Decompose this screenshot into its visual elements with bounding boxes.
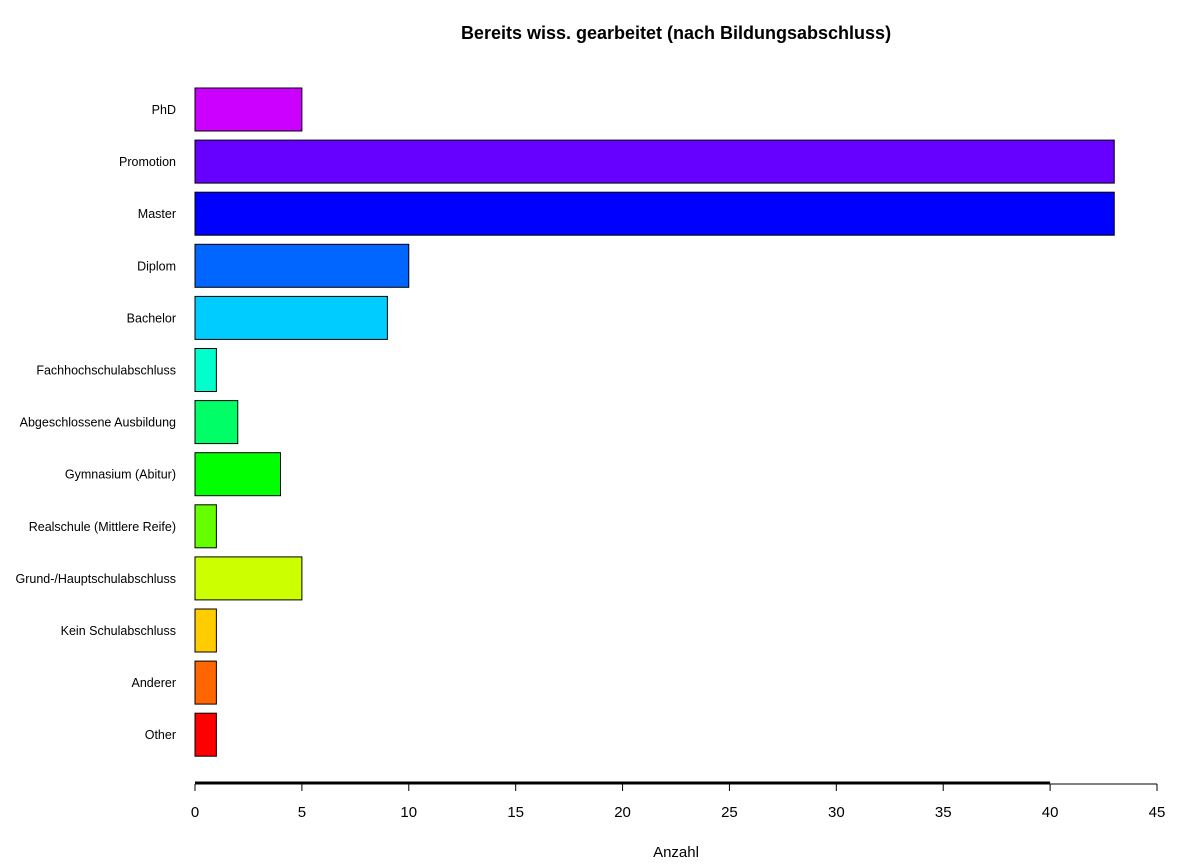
category-label-abgeschlossene-ausbildung: Abgeschlossene Ausbildung (20, 416, 176, 430)
category-label-grund-hauptschulabschluss: Grund-/Hauptschulabschluss (16, 572, 177, 586)
category-label-kein-schulabschluss: Kein Schulabschluss (61, 624, 176, 638)
category-label-fachhochschulabschluss: Fachhochschulabschluss (36, 364, 176, 378)
bar-gymnasium-abitur (194, 452, 282, 497)
category-label-anderer: Anderer (132, 676, 176, 690)
bar-other (194, 712, 217, 757)
category-label-other: Other (145, 728, 176, 742)
category-label-bachelor: Bachelor (127, 311, 176, 325)
category-label-realschule-mittlere-reife: Realschule (Mittlere Reife) (29, 520, 176, 534)
bar-phd (194, 87, 303, 132)
bar-master (194, 191, 1115, 236)
category-label-promotion: Promotion (119, 155, 176, 169)
bar-fachhochschulabschluss (194, 348, 217, 392)
category-label-master: Master (138, 207, 176, 221)
x-tick-label-40: 40 (1042, 804, 1059, 821)
x-axis-title: Anzahl (653, 844, 699, 861)
x-tick-label-0: 0 (191, 804, 199, 821)
category-labels: PhD Promotion Master Diplom Bachelor Fachhoch… (16, 103, 177, 742)
x-tick-label-35: 35 (935, 804, 952, 821)
x-tick-label-10: 10 (400, 804, 417, 821)
bar-anderer (194, 660, 217, 705)
category-label-phd: PhD (152, 103, 176, 117)
category-label-gymnasium-abitur: Gymnasium (Abitur) (65, 468, 176, 482)
x-tick-label-25: 25 (721, 804, 738, 821)
bars-group (194, 87, 1115, 757)
x-tick-label-30: 30 (828, 804, 845, 821)
bar-diplom (194, 243, 410, 288)
x-tick-label-15: 15 (507, 804, 524, 821)
x-axis: 0 5 10 15 20 25 30 35 40 45 (191, 781, 1166, 821)
bar-bachelor (194, 295, 388, 340)
bar-grund-hauptschulabschluss (194, 556, 303, 601)
bar-abgeschlossene-ausbildung (194, 400, 239, 445)
chart-title: Bereits wiss. gearbeitet (nach Bildungsa… (461, 23, 891, 43)
bar-realschule-mittlere-reife (194, 504, 217, 549)
x-tick-label-20: 20 (614, 804, 631, 821)
x-tick-label-45: 45 (1149, 804, 1166, 821)
bar-promotion (194, 139, 1115, 184)
bar-kein-schulabschluss (194, 608, 217, 653)
category-label-diplom: Diplom (137, 259, 176, 273)
x-tick-label-5: 5 (298, 804, 306, 821)
